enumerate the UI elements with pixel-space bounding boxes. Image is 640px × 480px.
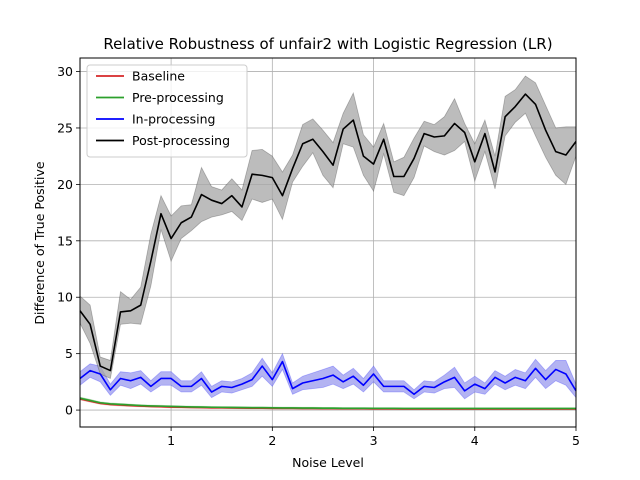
x-tick-label: 4 [471, 433, 479, 448]
y-tick-label: 10 [57, 290, 73, 305]
legend-label-in-processing: In-processing [132, 112, 215, 127]
in-processing-line [79, 360, 577, 396]
y-tick-label: 15 [57, 233, 73, 248]
chart-title: Relative Robustness of unfair2 with Logi… [103, 35, 552, 53]
legend-label-pre-processing: Pre-processing [132, 90, 224, 105]
series-lines [79, 93, 577, 410]
y-tick-label: 30 [57, 64, 73, 79]
x-tick-label: 3 [370, 433, 378, 448]
post-processing-line [79, 93, 577, 372]
plot-frame [79, 57, 577, 428]
x-tick-label: 2 [268, 433, 276, 448]
legend-box [86, 64, 248, 158]
y-tick-label: 20 [57, 177, 73, 192]
x-tick-label: 5 [572, 433, 580, 448]
legend-label-baseline: Baseline [132, 69, 185, 84]
x-axis: 1 2 3 4 5 [167, 427, 580, 448]
x-axis-title: Noise Level [292, 455, 364, 470]
y-tick-label: 5 [65, 346, 73, 361]
y-axis-title: Difference of True Positive [32, 161, 47, 324]
pre-processing-line [79, 397, 576, 410]
legend-label-post-processing: Post-processing [132, 133, 230, 148]
y-tick-label: 0 [65, 403, 73, 418]
y-tick-label: 25 [57, 120, 73, 135]
legend: Baseline Pre-processing In-processing Post-… [86, 64, 248, 158]
x-tick-label: 1 [167, 433, 175, 448]
y-axis: 0 5 10 15 20 25 30 [57, 64, 80, 418]
